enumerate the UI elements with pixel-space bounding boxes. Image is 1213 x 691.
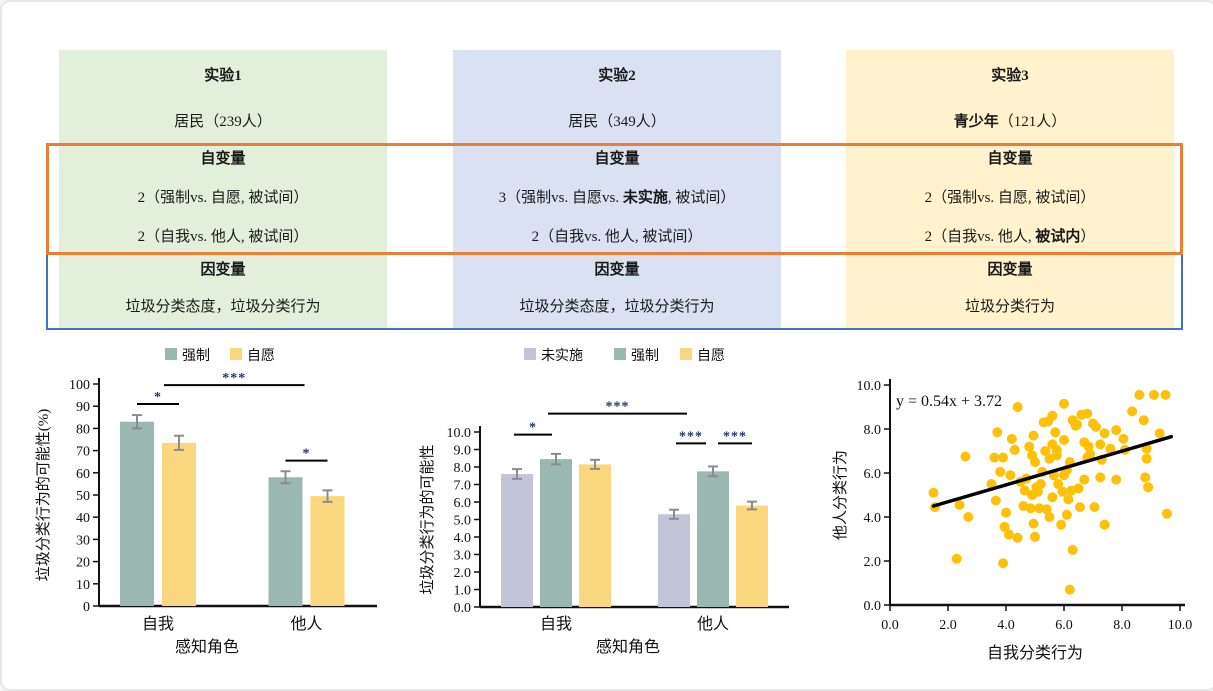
svg-text:8.0: 8.0 [1113, 618, 1131, 633]
svg-text:他人: 他人 [697, 615, 729, 633]
experiment-2-iv-line-2: 2（自我vs. 他人, 被试间） [531, 229, 703, 245]
svg-text:感知角色: 感知角色 [175, 638, 239, 656]
svg-text:10.0: 10.0 [857, 379, 882, 394]
svg-text:10.0: 10.0 [447, 426, 472, 441]
svg-text:10.0: 10.0 [1168, 618, 1193, 633]
scatter-points [928, 389, 1172, 595]
svg-text:强制: 强制 [631, 348, 659, 364]
experiment-3-iv-header: 自变量 [987, 151, 1033, 167]
trendline [931, 434, 1174, 508]
svg-text:0.0: 0.0 [454, 601, 472, 616]
svg-text:他人: 他人 [290, 615, 322, 633]
experiment-panel-3: 实验3 青少年（121人） 自变量 2（强制vs. 自愿, 被试间） 2（自我v… [846, 50, 1174, 329]
chart-exp3-scatter: 0.0 2.0 4.0 6.0 8.0 10.0 0.0 2.0 4.0 6.0 8.0 10.0 他人… [832, 379, 1192, 662]
svg-text:自我分类行为: 自我分类行为 [987, 644, 1083, 662]
svg-text:8.0: 8.0 [864, 423, 882, 438]
experiment-2-iv-line-1: 3（强制vs. 自愿vs. 未实施, 被试间） [498, 190, 736, 206]
svg-text:自愿: 自愿 [697, 348, 725, 364]
svg-text:2.0: 2.0 [454, 566, 472, 581]
svg-text:***: *** [222, 371, 246, 386]
experiment-3-dv-header: 因变量 [987, 262, 1033, 278]
chart-exp1-bars: 0 10 20 30 40 50 60 70 80 90 100 垃圾分类行为的可能性(%) 自我 他人感… [35, 348, 377, 656]
svg-text:***: *** [723, 429, 747, 444]
experiment-2-sample: 居民（349人） [568, 114, 666, 130]
svg-text:7.0: 7.0 [454, 479, 472, 494]
svg-text:50: 50 [76, 489, 90, 504]
chart-exp2-bars: 0.0 1.0 2.0 3.0 4.0 5.0 6.0 7.0 8.0 9.0 10.0 垃圾分类行为… [419, 348, 789, 656]
svg-text:***: *** [606, 400, 630, 415]
svg-text:30: 30 [76, 533, 90, 548]
svg-text:6.0: 6.0 [454, 496, 472, 511]
svg-text:6.0: 6.0 [864, 467, 882, 482]
svg-text:未实施: 未实施 [541, 348, 583, 364]
svg-text:0.0: 0.0 [864, 599, 882, 614]
svg-text:0: 0 [83, 600, 90, 615]
svg-text:80: 80 [76, 422, 90, 437]
svg-text:3.0: 3.0 [454, 549, 472, 564]
svg-text:*: * [154, 390, 162, 405]
svg-text:70: 70 [76, 445, 90, 460]
experiment-2-dv-header: 因变量 [594, 262, 640, 278]
svg-text:自愿: 自愿 [247, 348, 275, 364]
svg-text:6.0: 6.0 [1055, 618, 1073, 633]
svg-text:60: 60 [76, 467, 90, 482]
experiment-1-dv-header: 因变量 [200, 262, 246, 278]
svg-text:4.0: 4.0 [864, 511, 882, 526]
svg-text:5.0: 5.0 [454, 514, 472, 529]
svg-text:垃圾分类行为的可能性: 垃圾分类行为的可能性 [419, 444, 436, 594]
experiment-3-sample: 青少年（121人） [953, 114, 1067, 130]
experiment-1-title: 实验1 [204, 68, 242, 84]
experiment-3-dv-line: 垃圾分类行为 [964, 299, 1055, 315]
svg-text:自我: 自我 [540, 615, 572, 633]
svg-text:垃圾分类行为的可能性(%): 垃圾分类行为的可能性(%) [35, 409, 52, 582]
svg-text:9.0: 9.0 [454, 444, 472, 459]
svg-text:4.0: 4.0 [454, 531, 472, 546]
svg-text:强制: 强制 [182, 348, 210, 364]
svg-text:自我: 自我 [142, 615, 174, 633]
svg-text:感知角色: 感知角色 [596, 638, 660, 656]
svg-text:90: 90 [76, 400, 90, 415]
svg-text:*: * [303, 447, 311, 462]
experiment-2-dv-line: 垃圾分类态度，垃圾分类行为 [519, 299, 715, 315]
experiment-1-iv-line-1: 2（强制vs. 自愿, 被试间） [137, 190, 309, 206]
experiment-2-iv-header: 自变量 [594, 151, 640, 167]
svg-text:0.0: 0.0 [881, 618, 899, 633]
experiment-3-title: 实验3 [991, 68, 1029, 84]
svg-text:10: 10 [76, 578, 90, 593]
svg-text:100: 100 [69, 378, 90, 393]
experiment-3-iv-line-2: 2（自我vs. 他人, 被试内） [924, 229, 1096, 245]
experiment-1-iv-line-2: 2（自我vs. 他人, 被试间） [137, 229, 309, 245]
experiment-1-sample: 居民（239人） [174, 114, 272, 130]
experiment-1-iv-header: 自变量 [200, 151, 246, 167]
experiment-1-dv-line: 垃圾分类态度，垃圾分类行为 [125, 299, 321, 315]
experiment-3-iv-line-1: 2（强制vs. 自愿, 被试间） [924, 190, 1096, 206]
svg-text:y = 0.54x + 3.72: y = 0.54x + 3.72 [896, 393, 1002, 410]
svg-text:8.0: 8.0 [454, 461, 472, 476]
svg-text:2.0: 2.0 [864, 555, 882, 570]
svg-text:2.0: 2.0 [939, 618, 957, 633]
svg-text:他人分类行为: 他人分类行为 [832, 450, 849, 540]
svg-text:4.0: 4.0 [997, 618, 1015, 633]
experiment-panel-2: 实验2 居民（349人） 自变量 3（强制vs. 自愿vs. 未实施, 被试间）… [453, 50, 781, 329]
experiment-panel-1: 实验1 居民（239人） 自变量 2（强制vs. 自愿, 被试间） 2（自我vs… [59, 50, 387, 329]
svg-text:*: * [529, 421, 537, 436]
svg-text:***: *** [679, 429, 703, 444]
svg-text:40: 40 [76, 511, 90, 526]
svg-text:1.0: 1.0 [454, 584, 472, 599]
experiment-2-title: 实验2 [598, 68, 636, 84]
svg-text:20: 20 [76, 556, 90, 571]
